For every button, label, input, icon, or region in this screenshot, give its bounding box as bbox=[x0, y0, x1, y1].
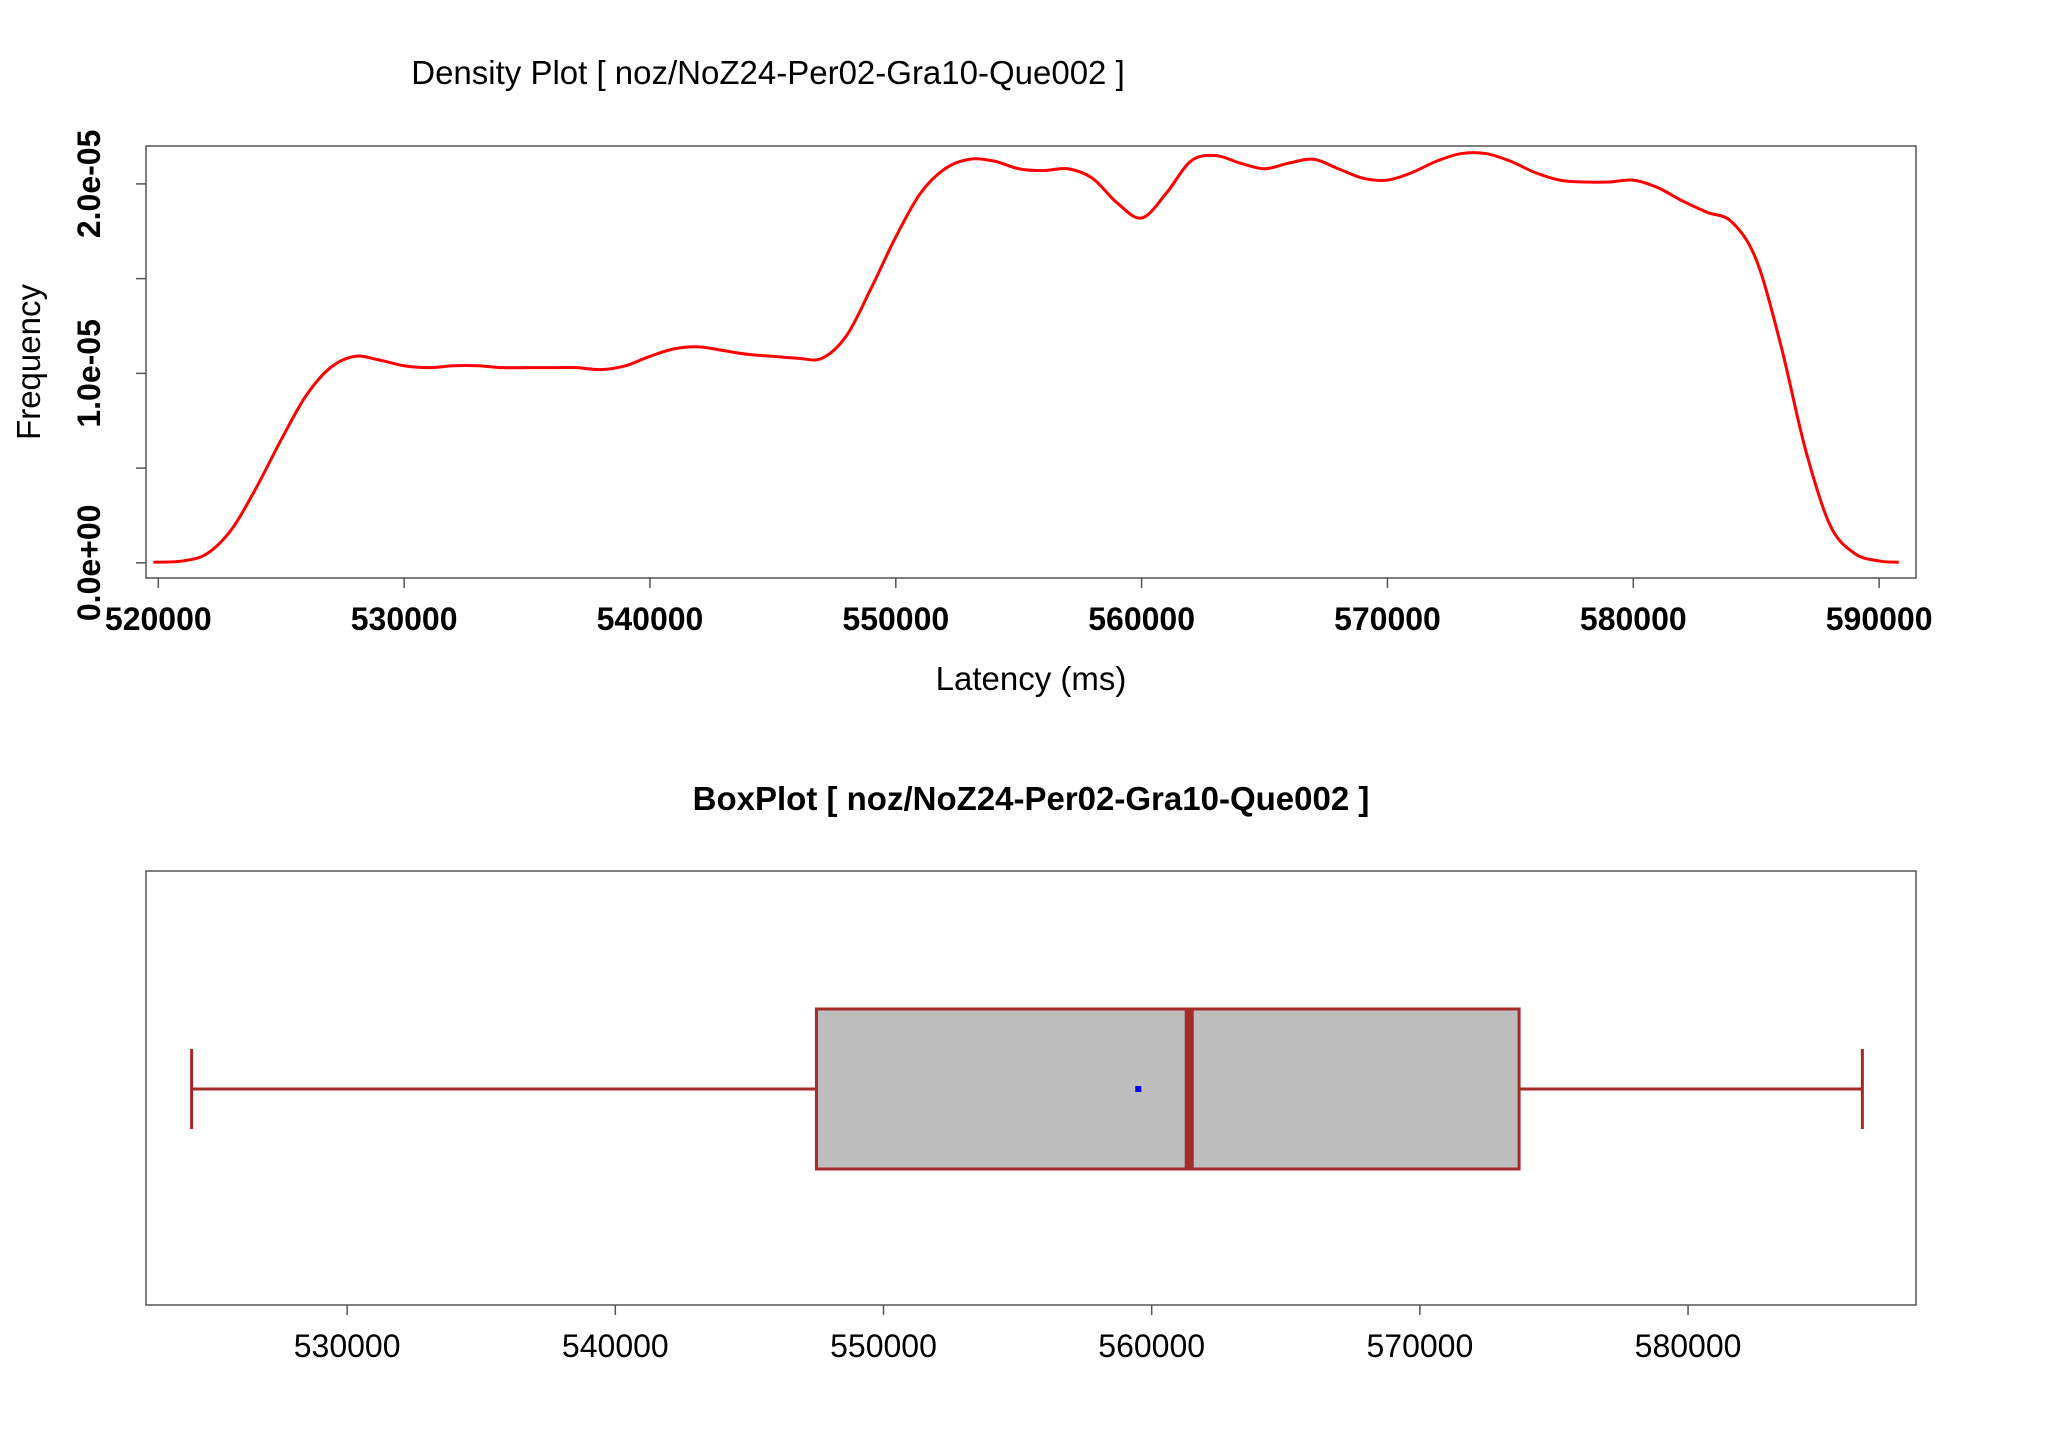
box-x-tick-label: 560000 bbox=[1098, 1328, 1205, 1364]
box-x-tick-label: 540000 bbox=[562, 1328, 669, 1364]
density-title: Density Plot [ noz/NoZ24-Per02-Gra10-Que… bbox=[411, 54, 1125, 91]
density-y-axis: 0.0e+00 1.0e-05 2.0e-05 bbox=[71, 130, 146, 621]
density-x-axis: 520000 530000 540000 550000 560000 570000 5800… bbox=[105, 578, 1933, 637]
density-y-tick-label: 0.0e+00 bbox=[71, 505, 107, 622]
density-y-axis-label: Frequency bbox=[10, 284, 47, 440]
box-x-tick-label: 580000 bbox=[1635, 1328, 1742, 1364]
density-series bbox=[153, 153, 1898, 563]
box-marks bbox=[192, 1009, 1863, 1169]
density-x-tick-label: 540000 bbox=[597, 601, 704, 637]
box-x-tick-label: 530000 bbox=[294, 1328, 401, 1364]
density-plot: Density Plot [ noz/NoZ24-Per02-Gra10-Que… bbox=[10, 54, 1933, 697]
box-x-tick-label: 570000 bbox=[1366, 1328, 1473, 1364]
density-x-tick-label: 570000 bbox=[1334, 601, 1441, 637]
box-plot: BoxPlot [ noz/NoZ24-Per02-Gra10-Que002 ]… bbox=[146, 780, 1916, 1364]
box-title: BoxPlot [ noz/NoZ24-Per02-Gra10-Que002 ] bbox=[693, 780, 1370, 817]
density-y-tick-label: 2.0e-05 bbox=[71, 130, 107, 239]
density-x-tick-label: 520000 bbox=[105, 601, 212, 637]
box-x-tick-label: 550000 bbox=[830, 1328, 937, 1364]
density-x-tick-label: 550000 bbox=[842, 601, 949, 637]
density-y-tick-label: 1.0e-05 bbox=[71, 319, 107, 428]
box-x-axis: 530000 540000 550000 560000 570000 580000 bbox=[294, 1305, 1742, 1364]
density-plot-frame bbox=[146, 146, 1916, 578]
density-x-axis-label: Latency (ms) bbox=[936, 660, 1127, 697]
density-x-tick-label: 530000 bbox=[351, 601, 458, 637]
density-x-tick-label: 580000 bbox=[1580, 601, 1687, 637]
density-line bbox=[153, 153, 1898, 563]
density-x-tick-label: 560000 bbox=[1088, 601, 1195, 637]
density-x-tick-label: 590000 bbox=[1826, 601, 1933, 637]
box-iqr bbox=[816, 1009, 1519, 1169]
box-mean-marker bbox=[1135, 1086, 1141, 1092]
